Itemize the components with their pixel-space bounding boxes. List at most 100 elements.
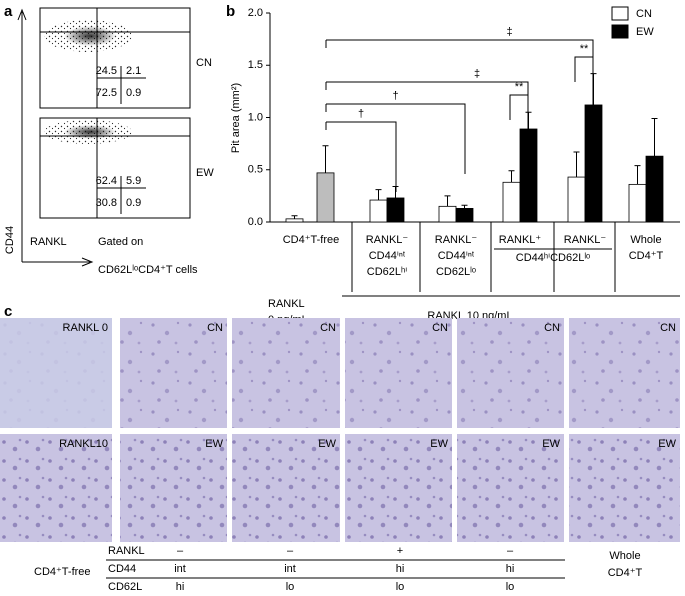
significance-bracket (509, 94, 529, 120)
table-cell: – (177, 545, 184, 557)
x-tick-label: CD44ⁱⁿᵗ (438, 250, 475, 262)
cell-cloud (64, 26, 116, 46)
bar (645, 155, 664, 223)
micrograph-texture (0, 318, 112, 428)
micrograph-texture (0, 434, 112, 542)
quadrant-value: 0.9 (126, 197, 141, 209)
panel-b: b 0.0 0.5 1.0 1.5 2.0 Pit area (mm²) CD4⁺T-fre… (226, 3, 680, 326)
quadrant-value: 2.1 (126, 65, 141, 77)
panel-label: c (4, 303, 12, 320)
error-bar (375, 189, 382, 201)
x-tick-label: RANKL⁺ (499, 234, 542, 246)
gate (40, 118, 190, 218)
panel-c: c RANKL 0 CN CN CN CN CN RANKL10 EW EW EW EW EW RANK… (0, 303, 680, 593)
sample-tag: EW (318, 438, 336, 450)
sample-tag: CN (432, 322, 448, 334)
quadrant-table (97, 66, 146, 104)
quadrant-value: 5.9 (126, 175, 141, 187)
sample-tag: CN (320, 322, 336, 334)
x-tick-label: RANKL⁻ (366, 234, 409, 246)
y-tick-label: 2.0 (248, 7, 263, 19)
micrograph-texture (232, 434, 340, 542)
micrograph-texture (345, 318, 452, 428)
micrograph-texture (569, 318, 680, 428)
table-cell: lo (286, 581, 295, 593)
table-cell: hi (396, 563, 405, 575)
sample-tag: EW (205, 438, 223, 450)
table-label: Whole (609, 550, 640, 562)
y-tick-label: 1.0 (248, 111, 263, 123)
legend-swatch (611, 24, 629, 39)
bar (438, 205, 457, 223)
legend-label: EW (636, 26, 654, 38)
error-bar (322, 145, 329, 173)
error-bar (461, 204, 468, 209)
micrograph-texture (120, 318, 227, 428)
table-cell: hi (176, 581, 185, 593)
sample-label: CN (196, 57, 212, 69)
panel-a: a CD44 RANKL Gated on CD62LˡᵒCD4⁺T cells… (4, 3, 214, 276)
table-cell: hi (506, 563, 515, 575)
x-tick-label: CD4⁺T (629, 250, 664, 262)
error-bar (444, 195, 451, 207)
quadrant-value: 0.9 (126, 87, 141, 99)
bar (567, 176, 586, 223)
x-tick-label: CD44ⁱⁿᵗ (369, 250, 406, 262)
legend-swatch (611, 6, 629, 21)
table-cell: + (397, 545, 403, 557)
bar (316, 172, 335, 223)
x-tick-label: RANKL⁻ (435, 234, 478, 246)
quadrant-value: 72.5 (96, 87, 117, 99)
x-tick-label: CD4⁺T-free (283, 234, 340, 246)
x-tick-label: CD62Lˡᵒ (436, 266, 476, 278)
axis-label: CD44 (4, 226, 16, 254)
bar (386, 197, 405, 223)
x-tick-label: Whole (630, 234, 661, 246)
significance-mark: ‡ (474, 68, 480, 80)
condition-label: RANKL (268, 298, 305, 310)
sample-tag: CN (660, 322, 676, 334)
row-header: RANKL (108, 545, 145, 557)
table-cell: lo (506, 581, 515, 593)
group-label: CD44ʰⁱCD62Lˡᵒ (516, 252, 590, 264)
error-bar (573, 151, 580, 178)
significance-bracket (574, 56, 594, 82)
bar (628, 183, 647, 223)
quadrant-table (97, 176, 146, 214)
table-cell: int (284, 563, 296, 575)
micrograph-texture (120, 434, 227, 542)
row-label: RANKL 0 (63, 322, 108, 334)
row-header: CD44 (108, 563, 136, 575)
bar (369, 199, 388, 223)
significance-mark: ** (515, 81, 524, 93)
quadrant-value: 24.5 (96, 65, 117, 77)
table-cell: int (174, 563, 186, 575)
row-label: RANKL10 (59, 438, 108, 450)
significance-mark: ** (580, 43, 589, 55)
gate-label: Gated on (98, 236, 143, 248)
table-cell: – (507, 545, 514, 557)
y-tick-label: 1.5 (248, 59, 263, 71)
y-tick-label: 0.5 (248, 164, 263, 176)
panel-label: b (226, 3, 235, 20)
sample-tag: CN (544, 322, 560, 334)
error-bar (634, 165, 641, 185)
quadrant-value: 62.4 (96, 175, 117, 187)
gate-label: CD62LˡᵒCD4⁺T cells (98, 264, 198, 276)
gate (40, 8, 190, 108)
sample-tag: EW (430, 438, 448, 450)
bar (502, 181, 521, 223)
table-label: CD4⁺T (608, 567, 643, 579)
error-bar (291, 215, 298, 219)
significance-bracket (325, 39, 594, 135)
cell-cloud (64, 125, 116, 139)
legend-label: CN (636, 8, 652, 20)
significance-bracket (325, 103, 466, 174)
significance-mark: † (358, 108, 364, 120)
axis-label: RANKL (30, 236, 67, 248)
quadrant-value: 30.8 (96, 197, 117, 209)
significance-bracket (325, 121, 397, 192)
row-header: CD62L (108, 581, 142, 593)
y-tick-label: 0.0 (248, 216, 263, 228)
